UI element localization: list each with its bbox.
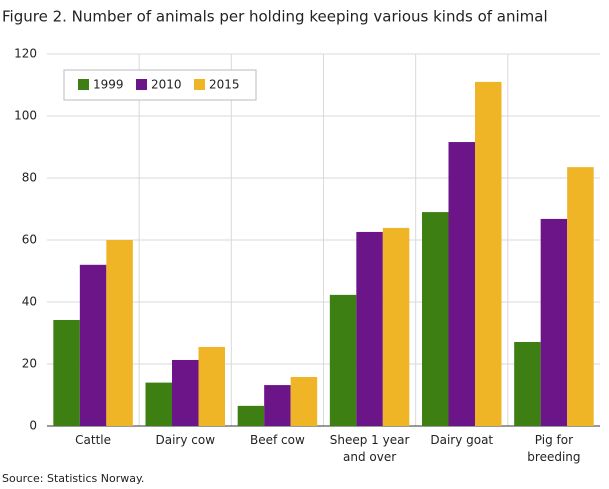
bar <box>172 359 199 426</box>
legend-label: 2010 <box>151 78 182 92</box>
legend-swatch <box>136 79 147 90</box>
bar <box>475 81 502 427</box>
bar <box>540 218 568 426</box>
bar <box>329 294 357 426</box>
bar <box>382 227 410 426</box>
x-tick-label: Sheep 1 year and over <box>329 433 410 464</box>
bar <box>567 167 594 426</box>
legend-swatch <box>78 79 89 90</box>
bar <box>422 212 449 426</box>
bar <box>237 405 265 426</box>
x-tick-label: Cattle <box>75 433 111 447</box>
y-tick-label: 0 <box>29 419 37 433</box>
legend-swatch <box>194 79 205 90</box>
y-tick-label: 80 <box>22 171 37 185</box>
bar <box>356 231 383 426</box>
bar <box>290 377 318 426</box>
x-tick-label: Dairy goat <box>430 433 494 447</box>
x-tick-label: Dairy cow <box>155 433 216 447</box>
y-tick-label: 60 <box>22 233 37 247</box>
x-tick-label: Pig for breeding <box>527 433 581 464</box>
legend-label: 2015 <box>209 78 240 92</box>
y-tick-label: 100 <box>14 109 37 123</box>
bar <box>145 382 172 426</box>
y-tick-label: 40 <box>22 295 37 309</box>
y-tick-label: 120 <box>14 47 37 61</box>
source: Source: Statistics Norway. <box>2 472 144 485</box>
y-tick-label: 20 <box>22 357 37 371</box>
bar <box>53 319 80 426</box>
bar <box>79 264 107 426</box>
bar <box>198 346 225 426</box>
legend-label: 1999 <box>93 78 124 92</box>
legend-box <box>63 69 257 101</box>
chart-title: Figure 2. Number of animals per holding … <box>2 8 548 26</box>
x-tick-label: Beef cow <box>250 433 305 447</box>
bar <box>448 142 475 427</box>
bar <box>264 385 291 426</box>
bar <box>106 240 133 426</box>
bar <box>514 341 541 426</box>
